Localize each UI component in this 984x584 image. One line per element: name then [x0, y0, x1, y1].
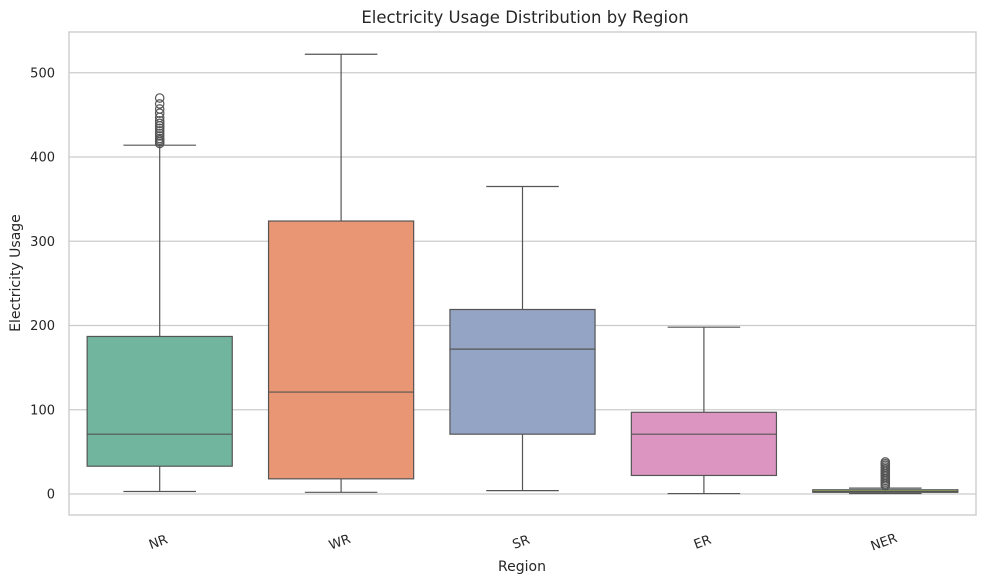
box-iqr	[630, 411, 778, 477]
y-axis-label: Electricity Usage	[8, 214, 24, 332]
box-wr	[267, 53, 415, 493]
x-axis-ticks: NR WR SR ER NER	[147, 531, 899, 554]
outlier-point	[154, 99, 165, 109]
plot-frame	[68, 31, 977, 516]
y-tick-label: 200	[30, 319, 55, 334]
x-axis-label: Region	[498, 559, 546, 575]
y-tick-label: 400	[30, 151, 55, 166]
x-tick-label: ER	[692, 533, 713, 553]
outlier-point	[880, 457, 891, 467]
box-ner	[812, 457, 959, 495]
outlier-point	[154, 108, 165, 118]
outlier-point	[154, 131, 165, 141]
box-sr	[449, 185, 596, 492]
outlier-point	[154, 123, 165, 134]
box-iqr	[267, 220, 415, 480]
x-tick-label: NER	[869, 531, 899, 554]
y-tick-label: 0	[47, 488, 55, 503]
y-axis-ticks: 0 100 200 300 400 500	[30, 66, 55, 502]
outlier-point	[154, 128, 165, 139]
box-iqr	[86, 335, 233, 467]
outlier-point	[154, 133, 165, 144]
box-er	[630, 326, 778, 495]
y-tick-label: 500	[30, 66, 55, 81]
outlier-point	[154, 115, 165, 126]
plot-area	[68, 31, 977, 516]
y-tick-label: 300	[30, 235, 55, 250]
x-tick-label: SR	[511, 533, 532, 553]
y-tick-label: 100	[30, 403, 55, 418]
box-nr	[86, 93, 233, 493]
x-tick-label: WR	[327, 532, 353, 554]
outlier-point	[154, 126, 165, 136]
outlier-point	[154, 118, 165, 129]
x-tick-label: NR	[147, 532, 170, 553]
outlier-point	[154, 104, 165, 114]
box-iqr	[449, 308, 596, 435]
chart-title: Electricity Usage Distribution by Region	[361, 8, 688, 27]
outlier-point	[154, 93, 165, 103]
